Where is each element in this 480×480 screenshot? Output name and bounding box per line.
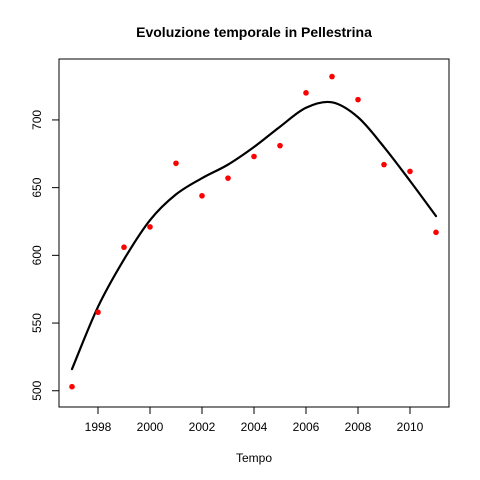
data-point [251, 153, 257, 160]
trend-line [70, 100, 438, 371]
y-tick-label: 550 [30, 313, 44, 333]
x-tick-label: 2000 [137, 420, 164, 434]
x-tick-label: 2010 [397, 420, 424, 434]
data-point [225, 175, 231, 181]
data-point [173, 160, 179, 167]
y-axis: 500 550 600 650 700 [30, 110, 60, 401]
data-point [69, 383, 75, 390]
y-tick-label: 700 [30, 110, 44, 130]
x-axis-label: Tempo [236, 451, 272, 465]
data-point [355, 96, 361, 103]
x-tick-label: 2002 [189, 420, 216, 434]
data-point [199, 192, 205, 199]
x-tick-label: 2004 [241, 420, 268, 434]
data-point [147, 224, 153, 230]
data-point [121, 244, 127, 251]
x-tick-label: 1998 [85, 420, 112, 434]
data-point [277, 142, 283, 149]
data-points [69, 73, 439, 390]
x-tick-label: 2008 [345, 420, 372, 434]
x-axis: 1998 2000 2002 2004 2006 2008 2010 [85, 406, 424, 434]
data-point [303, 90, 309, 96]
y-tick-label: 600 [30, 245, 44, 265]
data-point [95, 309, 101, 316]
data-point [433, 229, 439, 236]
plot-frame [58, 58, 450, 408]
x-tick-label: 2006 [293, 420, 320, 434]
data-point [407, 168, 413, 175]
y-tick-label: 650 [30, 177, 44, 197]
data-point [381, 161, 387, 168]
data-point [329, 73, 335, 80]
chart-title: Evoluzione temporale in Pellestrina [136, 24, 372, 40]
y-tick-label: 500 [30, 380, 44, 400]
